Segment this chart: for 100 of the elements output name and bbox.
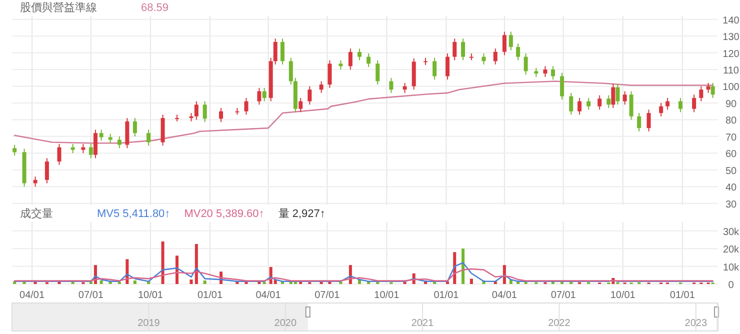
y-tick-label: 120 [722, 48, 740, 60]
candlestick [461, 38, 466, 61]
y-tick-label: 110 [723, 66, 740, 77]
candlestick [33, 176, 38, 188]
x-tick-label: 07/01 [314, 290, 340, 301]
x-tick-label: 10/01 [138, 290, 164, 301]
candlestick [108, 133, 112, 144]
candlestick [338, 60, 343, 70]
x2-tick-label: 2020 [274, 318, 297, 329]
x-tick-label: 07/01 [550, 290, 576, 301]
candlestick [244, 97, 248, 116]
candlestick [308, 86, 312, 106]
y-tick-label: 20k [722, 244, 740, 256]
bar [161, 241, 164, 284]
y-tick-label: 0 [728, 280, 734, 291]
candlestick [508, 31, 513, 51]
x-tick-label: 04/01 [256, 290, 282, 301]
candlestick [432, 57, 437, 80]
bar [100, 280, 103, 284]
y-tick-label: 30 [725, 199, 737, 210]
candlestick [560, 72, 564, 100]
candlestick [12, 144, 17, 156]
candlestick [706, 82, 710, 94]
candlestick [493, 48, 498, 66]
bar [462, 248, 465, 284]
candlestick [524, 52, 528, 76]
candlestick [616, 83, 620, 106]
candlestick [699, 86, 704, 102]
candlestick [692, 94, 696, 113]
candlestick [516, 43, 520, 61]
candlestick [319, 80, 324, 94]
bar [133, 280, 136, 284]
candlestick [93, 129, 98, 159]
candlestick [262, 87, 266, 102]
candlestick [194, 100, 198, 120]
chart-title: 成交量 [20, 207, 53, 220]
x2-tick-label: 2019 [138, 318, 160, 329]
candlestick [288, 57, 293, 86]
y-tick-label: 100 [722, 82, 740, 94]
x2-tick-label: 2021 [411, 318, 434, 329]
x-tick-label: 04/01 [492, 290, 518, 301]
candlestick [482, 52, 486, 66]
candlestick [446, 52, 450, 80]
candlestick [280, 38, 284, 66]
candlestick [646, 109, 651, 132]
candlestick [202, 100, 207, 123]
candlestick [710, 82, 715, 98]
candlestick [132, 118, 137, 137]
bar [470, 278, 473, 284]
line-series [14, 262, 714, 282]
candlestick [550, 66, 555, 80]
candlestick [70, 143, 75, 154]
y-tick-label: 10k [722, 262, 740, 274]
text: 量 2,927↑ [278, 208, 326, 220]
candlestick [366, 52, 371, 68]
candlestick [586, 97, 591, 110]
x-tick-label: 10/01 [374, 290, 400, 301]
candlestick [502, 31, 506, 56]
candlestick [666, 97, 670, 110]
candlestick [452, 38, 457, 61]
y-tick-label: 130 [722, 32, 740, 44]
candlestick [88, 143, 93, 159]
candlestick [57, 143, 62, 166]
y-tick-label: 90 [725, 98, 737, 110]
candlestick [99, 129, 104, 142]
x-tick-label: 01/01 [198, 290, 223, 301]
candlestick [125, 118, 130, 149]
candlestick [389, 77, 394, 94]
candlestick [659, 102, 664, 117]
x-tick-label: 01/01 [434, 290, 460, 301]
candlestick [146, 129, 151, 146]
candlestick [629, 90, 634, 120]
candlestick [569, 92, 574, 116]
x-tick-label: 10/01 [610, 290, 636, 301]
line-series [14, 268, 714, 282]
candlestick [402, 82, 407, 94]
candlestick [606, 94, 611, 108]
y-tick-label: 140 [722, 15, 740, 26]
y-tick-label: 80 [725, 116, 737, 127]
bar [203, 280, 206, 284]
y-tick-label: 60 [725, 149, 737, 160]
candlestick [678, 97, 682, 113]
text: MV5 5,411.80↑ [97, 208, 170, 220]
candlestick [273, 38, 278, 66]
text: 68.59 [141, 2, 169, 14]
candlestick [219, 107, 224, 123]
candlestick [81, 143, 86, 154]
x-tick-label: 04/01 [20, 290, 46, 301]
x2-tick-label: 2022 [548, 318, 571, 329]
candlestick [578, 97, 582, 116]
y-tick-label: 50 [725, 166, 737, 177]
candlestick [543, 66, 548, 78]
candlestick [376, 60, 380, 86]
candlestick [348, 48, 352, 70]
y-tick-label: 30k [722, 226, 740, 238]
x-tick-label: 01/01 [670, 290, 696, 301]
candlestick [44, 158, 49, 184]
candlestick [358, 48, 362, 61]
candlestick [257, 87, 262, 106]
candlestick [328, 60, 332, 88]
